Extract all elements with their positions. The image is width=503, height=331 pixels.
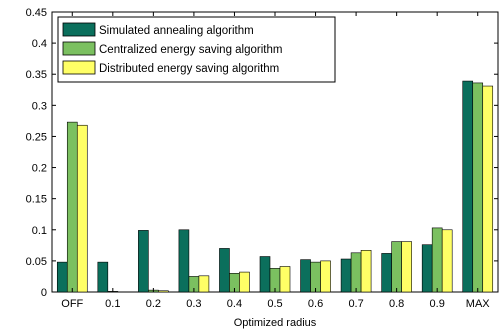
y-tick-label: 0.05 xyxy=(26,256,47,268)
bar-series-1-OFF xyxy=(56,261,68,293)
y-tick-label: 0.25 xyxy=(26,131,47,143)
bar-series-1-0.9 xyxy=(421,244,433,293)
bar-series-3-0.3 xyxy=(198,275,210,293)
y-tick-label: 0.4 xyxy=(32,38,47,50)
x-tick-label: MAX xyxy=(466,298,491,310)
x-tick-label: 0.8 xyxy=(389,298,404,310)
x-tick-label: 0.2 xyxy=(146,298,161,310)
bar-series-3-0.6 xyxy=(320,260,331,293)
x-tick-label: 0.9 xyxy=(430,298,445,310)
legend-swatch-1 xyxy=(62,22,96,37)
bar-series-3-0.5 xyxy=(279,266,291,293)
y-tick-label: 0.1 xyxy=(32,225,47,237)
bar-series-2-0.9 xyxy=(431,227,443,293)
y-axis: 0 0.05 0.1 0.15 0.2 0.25 0.3 0.35 0.4 0.45 xyxy=(26,7,498,299)
bar-series-2-0.7 xyxy=(350,252,362,293)
legend-swatch-2 xyxy=(62,41,96,56)
y-tick-label: 0.35 xyxy=(26,69,47,81)
x-tick-label: 0.3 xyxy=(186,298,201,310)
bar-series-3-0.4 xyxy=(239,271,250,293)
bar-series-1-0.3 xyxy=(178,229,190,293)
legend-label-1: Simulated annealing algorithm xyxy=(99,25,254,37)
x-tick-label: 0.4 xyxy=(227,298,242,310)
bar-series-1-0.7 xyxy=(340,258,352,293)
x-axis-title: Optimized radius xyxy=(234,317,317,329)
bar-series-1-0.1 xyxy=(97,261,109,293)
bar-series-1-0.2 xyxy=(138,230,149,293)
bar-series-3-0.2 xyxy=(158,290,169,293)
bar-series-1-0.5 xyxy=(259,256,271,293)
bar-series-3-0.8 xyxy=(401,241,412,293)
bar-series-1-0.4 xyxy=(219,248,230,293)
legend: Simulated annealing algorithm Centralized… xyxy=(57,16,336,83)
bar-series-3-0.7 xyxy=(360,250,372,293)
y-tick-label: 0.2 xyxy=(32,163,47,175)
x-tick-label: 0.1 xyxy=(105,298,120,310)
x-axis: OFF 0.1 0.2 0.3 0.4 0.5 0.6 0.7 0.8 0.9 MAX xyxy=(61,12,490,310)
bar-series-2-0.6 xyxy=(310,261,321,293)
bar-series-2-0.8 xyxy=(391,241,402,293)
bar-series-3-MAX xyxy=(482,85,494,293)
legend-label-2: Centralized energy saving algorithm xyxy=(99,44,282,56)
bar-series-1-MAX xyxy=(462,80,474,293)
bar-series-1-0.6 xyxy=(300,259,311,293)
x-tick-label: 0.5 xyxy=(267,298,282,310)
legend-box xyxy=(57,16,336,83)
x-tick-label: 0.6 xyxy=(308,298,323,310)
bar-series-2-OFF xyxy=(66,121,78,293)
x-tick-label: OFF xyxy=(61,298,83,310)
bar-series-1-0.8 xyxy=(381,253,392,293)
y-tick-label: 0.45 xyxy=(26,7,47,19)
bar-series-3-0.9 xyxy=(441,229,453,293)
x-tick-label: 0.7 xyxy=(348,298,363,310)
y-tick-label: 0.15 xyxy=(26,194,47,206)
bar-series-3-OFF xyxy=(76,124,88,293)
bars-group xyxy=(56,80,494,293)
y-tick-label: 0 xyxy=(41,287,47,299)
legend-label-3: Distributed energy saving algorithm xyxy=(99,63,279,75)
legend-swatch-3 xyxy=(62,60,96,75)
bar-series-2-MAX xyxy=(472,82,484,293)
y-tick-label: 0.3 xyxy=(32,100,47,112)
